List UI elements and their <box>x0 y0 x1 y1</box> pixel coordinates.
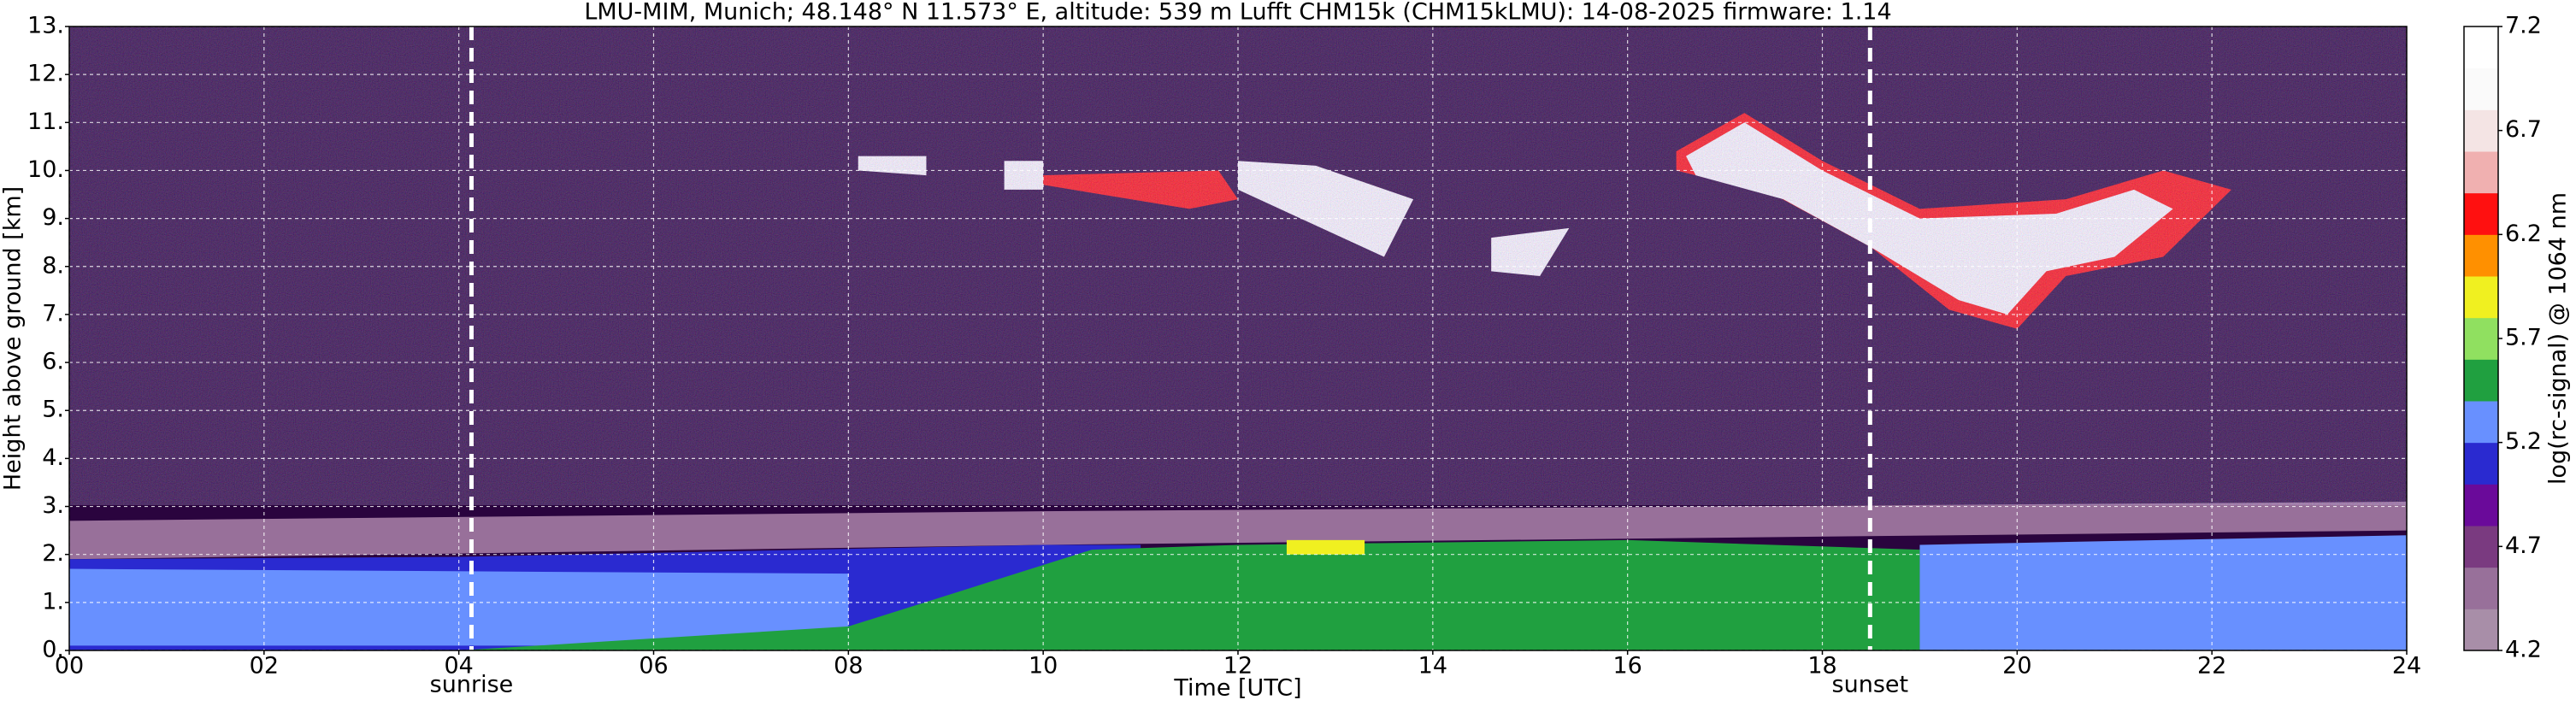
y-tick-label: 4. <box>42 444 64 471</box>
signal-region <box>1919 535 2407 650</box>
x-tick-label: 04 <box>444 653 473 680</box>
y-tick-label: 9. <box>42 204 64 231</box>
y-tick-label: 13. <box>27 13 64 39</box>
y-axis-label: Height above ground [km] <box>0 186 27 491</box>
y-tick-label: 8. <box>42 252 64 279</box>
colorbar-segment <box>2464 192 2498 235</box>
y-tick-label: 6. <box>42 349 64 375</box>
colorbar-segment <box>2464 317 2498 360</box>
y-tick-label: 10. <box>27 156 64 183</box>
y-tick-label: 3. <box>42 492 64 519</box>
colorbar-tick-label: 6.2 <box>2505 221 2542 247</box>
colorbar-segment <box>2464 567 2498 609</box>
colorbar-tick-label: 4.7 <box>2505 532 2542 559</box>
x-tick-label: 18 <box>1807 653 1836 680</box>
colorbar-segment <box>2464 234 2498 277</box>
x-axis-label: Time [UTC] <box>1173 675 1301 702</box>
colorbar-tick-label: 7.2 <box>2505 13 2542 39</box>
x-tick-label: 02 <box>250 653 279 680</box>
x-tick-label: 00 <box>55 653 84 680</box>
y-tick-label: 2. <box>42 540 64 567</box>
x-tick-label: 10 <box>1029 653 1058 680</box>
x-tick-label: 06 <box>639 653 668 680</box>
colorbar-segment <box>2464 276 2498 319</box>
colorbar-segment <box>2464 68 2498 110</box>
colorbar-tick-label: 6.7 <box>2505 116 2542 143</box>
y-tick-label: 12. <box>27 61 64 87</box>
colorbar-tick-label: 5.2 <box>2505 428 2542 455</box>
y-tick-label: 0. <box>42 637 64 663</box>
event-label: sunset <box>1832 672 1909 698</box>
chart-title: LMU-MIM, Munich; 48.148° N 11.573° E, al… <box>584 0 1891 26</box>
colorbar-segment <box>2464 359 2498 402</box>
signal-region <box>1286 539 1365 555</box>
colorbar-segment <box>2464 442 2498 485</box>
signal-region <box>458 539 1920 650</box>
colorbar-segment <box>2464 609 2498 651</box>
colorbar-tick-label: 5.7 <box>2505 325 2542 351</box>
y-tick-label: 11. <box>27 109 64 135</box>
x-tick-label: 08 <box>834 653 863 680</box>
signal-region <box>69 501 2407 560</box>
y-tick-label: 7. <box>42 300 64 327</box>
y-tick-label: 5. <box>42 397 64 423</box>
colorbar-segment <box>2464 26 2498 69</box>
colorbar-segment <box>2464 109 2498 152</box>
x-tick-label: 22 <box>2197 653 2226 680</box>
x-tick-label: 24 <box>2392 653 2421 680</box>
x-tick-label: 20 <box>2002 653 2031 680</box>
y-tick-label: 1. <box>42 588 64 615</box>
colorbar-segment <box>2464 401 2498 444</box>
colorbar-segment <box>2464 484 2498 527</box>
x-tick-label: 12 <box>1223 653 1253 680</box>
colorbar-segment <box>2464 151 2498 194</box>
colorbar-tick-label: 4.2 <box>2505 637 2542 663</box>
x-tick-label: 16 <box>1612 653 1642 680</box>
colorbar-label: log(rc-signal) @ 1064 nm <box>2545 192 2572 485</box>
x-tick-label: 14 <box>1418 653 1447 680</box>
colorbar-segment <box>2464 526 2498 568</box>
event-label: sunrise <box>430 672 514 698</box>
